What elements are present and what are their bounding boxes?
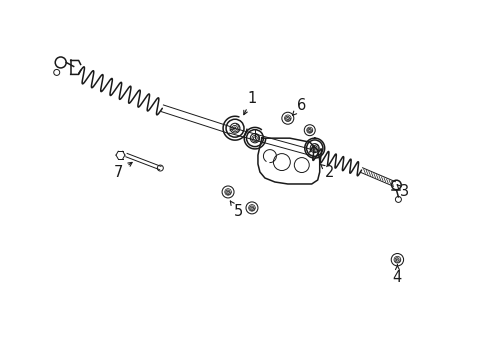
- Text: 6: 6: [297, 98, 306, 113]
- Text: 5: 5: [233, 204, 242, 219]
- Text: 1: 1: [247, 91, 256, 106]
- Text: 7: 7: [114, 165, 123, 180]
- Text: 3: 3: [399, 184, 408, 199]
- Text: 4: 4: [392, 270, 401, 285]
- Text: 2: 2: [325, 165, 334, 180]
